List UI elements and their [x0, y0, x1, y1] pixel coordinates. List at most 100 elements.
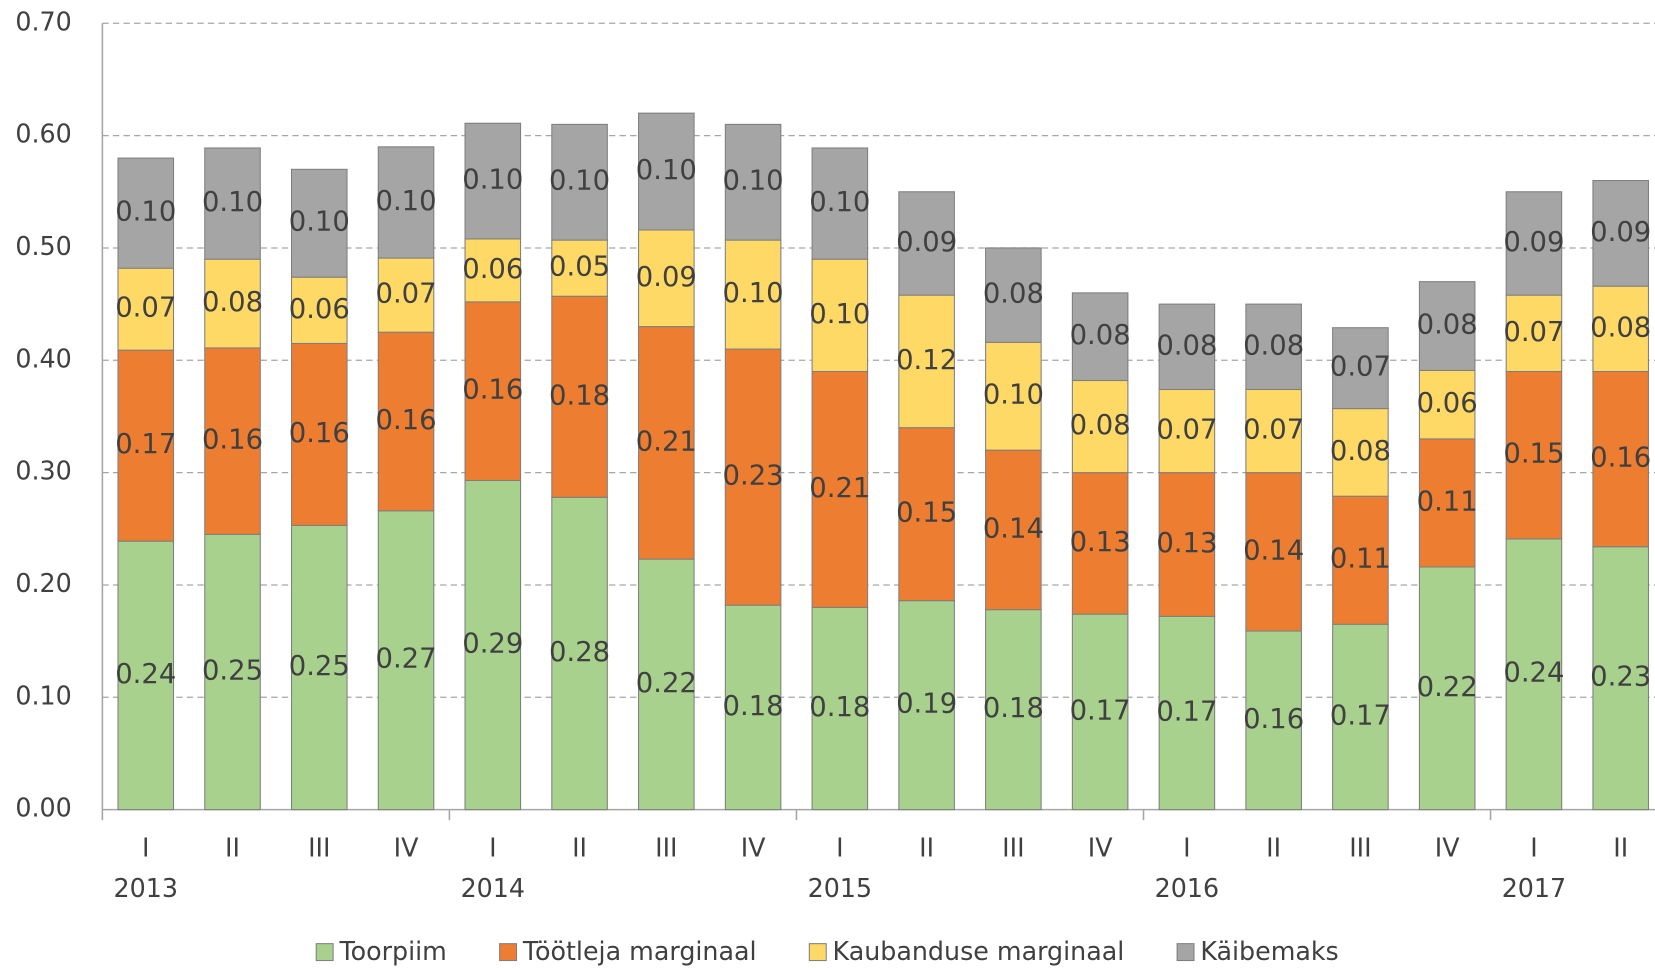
x-tick-label: I — [1183, 833, 1190, 863]
bar-segment — [898, 600, 955, 811]
data-label: 0.10 — [723, 278, 784, 309]
bar-segment — [464, 122, 522, 240]
bar-segment — [898, 191, 955, 296]
bar-segment — [985, 341, 1042, 451]
bar-segment — [117, 540, 175, 811]
data-label: 0.25 — [289, 651, 350, 682]
bar-segment — [1592, 180, 1649, 287]
x-tick-label: II — [1613, 833, 1628, 863]
bar-segment — [1245, 630, 1302, 811]
bar-segment — [551, 496, 608, 811]
data-label: 0.10 — [983, 380, 1044, 411]
legend-label: Kaubanduse marginaal — [833, 936, 1125, 966]
data-label: 0.09 — [636, 262, 697, 293]
bar-segment — [1505, 191, 1563, 296]
data-label: 0.09 — [896, 227, 957, 258]
data-label: 0.15 — [1503, 439, 1564, 470]
data-label: 0.06 — [1417, 388, 1478, 419]
legend-swatch — [315, 943, 334, 962]
bar-segment — [985, 247, 1042, 343]
bar-segment — [724, 239, 782, 350]
bar-segment — [1071, 292, 1129, 382]
data-label: 0.22 — [636, 668, 697, 699]
bar-segment — [1592, 370, 1649, 548]
bar-segment — [811, 147, 869, 260]
x-tick-label: IV — [1088, 833, 1113, 863]
data-label: 0.08 — [1156, 330, 1217, 361]
bar-segment — [1332, 623, 1389, 811]
bar-segment — [290, 342, 348, 526]
data-label: 0.08 — [983, 279, 1044, 310]
data-label: 0.17 — [115, 429, 176, 460]
x-tick-label: III — [655, 833, 677, 863]
legend-label: Toorpiim — [338, 936, 446, 966]
bar-segment — [811, 258, 869, 373]
bar-segment — [551, 295, 608, 498]
data-label: 0.08 — [1070, 410, 1131, 441]
data-label: 0.19 — [896, 689, 957, 720]
data-label: 0.18 — [549, 380, 610, 411]
bar-segment — [1245, 472, 1302, 632]
bar-segment — [377, 510, 435, 811]
bar-segment — [1071, 472, 1129, 615]
year-label: 2013 — [114, 873, 178, 903]
x-tick-label: III — [1002, 833, 1024, 863]
data-label: 0.17 — [1156, 697, 1217, 728]
bar-segment — [1071, 613, 1129, 811]
data-label: 0.15 — [896, 498, 957, 529]
bar-segment — [551, 123, 608, 241]
data-label: 0.21 — [809, 473, 870, 504]
bar-segment — [638, 229, 695, 328]
bar-segment — [1418, 281, 1476, 371]
legend-label: Käibemaks — [1200, 936, 1338, 966]
data-label: 0.10 — [375, 186, 436, 217]
x-tick-label: I — [489, 833, 496, 863]
data-label: 0.08 — [1070, 320, 1131, 351]
data-label: 0.11 — [1330, 544, 1391, 575]
data-label: 0.16 — [289, 418, 350, 449]
bar-segment — [638, 326, 695, 560]
x-tick-label: IV — [394, 833, 419, 863]
data-label: 0.07 — [1156, 415, 1217, 446]
x-tick-label: I — [1530, 833, 1537, 863]
data-label: 0.16 — [1590, 443, 1651, 474]
bar-segment — [1505, 294, 1563, 373]
bar-segment — [1158, 472, 1216, 617]
data-label: 0.28 — [549, 637, 610, 668]
data-label: 0.23 — [1590, 662, 1651, 693]
data-label: 0.08 — [202, 287, 263, 318]
data-label: 0.07 — [1503, 317, 1564, 348]
bar-segment — [551, 239, 608, 297]
data-label: 0.21 — [636, 426, 697, 457]
data-label: 0.07 — [1330, 352, 1391, 383]
bar-segment — [1592, 285, 1649, 373]
x-tick-label: III — [308, 833, 330, 863]
data-label: 0.17 — [1330, 700, 1391, 731]
y-tick-label: 0.10 — [15, 680, 71, 710]
x-tick-label: III — [1349, 833, 1371, 863]
data-label: 0.16 — [462, 375, 523, 406]
bar-segment — [724, 123, 782, 241]
data-label: 0.10 — [636, 155, 697, 186]
bar-segment — [1158, 615, 1216, 811]
data-label: 0.18 — [723, 691, 784, 722]
data-label: 0.10 — [549, 166, 610, 197]
bar-segment — [117, 349, 175, 542]
bar-segment — [204, 347, 261, 535]
data-label: 0.12 — [896, 345, 957, 376]
data-label: 0.07 — [375, 279, 436, 310]
y-tick-label: 0.60 — [15, 119, 71, 149]
bar-segment — [290, 524, 348, 811]
data-label: 0.24 — [1503, 658, 1564, 689]
bar-segment — [1418, 369, 1476, 440]
bar-segment — [811, 606, 869, 811]
bar-segment — [377, 257, 435, 333]
data-label: 0.08 — [1243, 330, 1304, 361]
data-label: 0.08 — [1417, 310, 1478, 341]
x-tick-label: I — [142, 833, 149, 863]
data-label: 0.18 — [983, 693, 1044, 724]
x-tick-label: II — [225, 833, 240, 863]
data-label: 0.27 — [375, 644, 436, 675]
y-tick-label: 0.40 — [15, 343, 71, 373]
